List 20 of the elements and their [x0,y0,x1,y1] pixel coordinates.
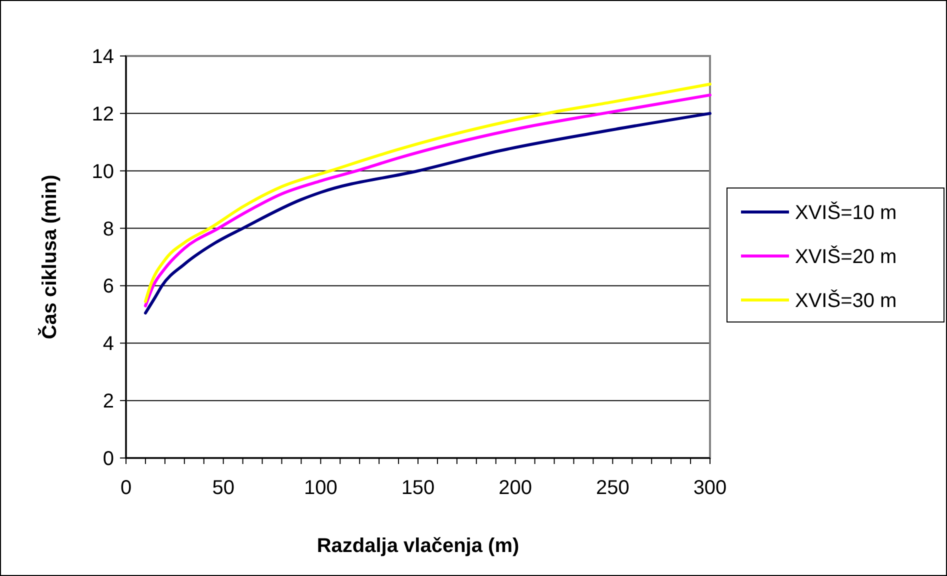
x-tick-label: 0 [120,477,132,499]
legend-label: XVIŠ=30 m [795,289,897,312]
x-axis-title: Razdalja vlačenja (m) [316,535,520,557]
x-tick-label: 250 [596,477,630,499]
x-tick-label: 150 [401,477,435,499]
legend-label: XVIŠ=10 m [795,201,897,224]
y-tick-label: 10 [92,160,114,183]
y-tick-label: 8 [102,218,114,240]
legend-label: XVIŠ=20 m [795,245,897,268]
y-tick-label: 14 [92,46,114,68]
x-tick-label: 50 [212,477,234,499]
y-tick-label: 0 [102,448,114,470]
y-tick-label: 12 [92,103,114,126]
y-tick-label: 2 [102,390,114,413]
y-tick-label: 4 [102,333,114,356]
x-tick-label: 300 [693,477,727,499]
x-tick-label: 200 [498,477,532,499]
x-tick-label: 100 [304,477,338,499]
y-tick-label: 6 [102,276,114,298]
y-axis-title: Čas ciklusa (min) [38,174,61,340]
